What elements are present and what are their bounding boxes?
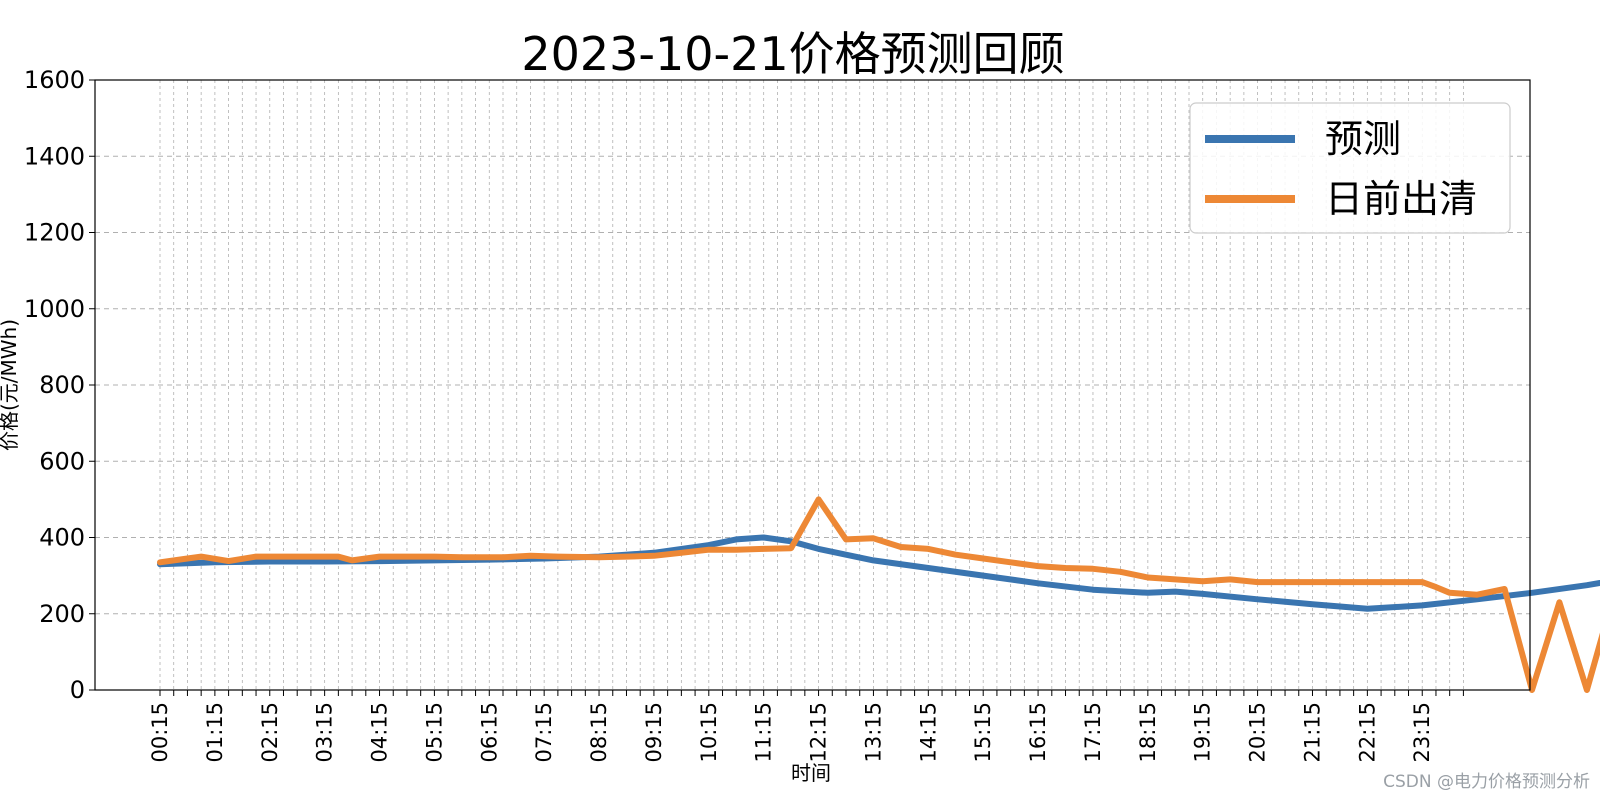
y-axis-label: 价格(元/MWh): [0, 319, 21, 451]
x-tick-label: 19:15: [1191, 702, 1215, 763]
x-tick-label: 10:15: [697, 702, 721, 763]
y-tick-label: 1400: [24, 142, 85, 170]
x-tick-label: 08:15: [587, 702, 611, 763]
x-tick-label: 18:15: [1136, 702, 1160, 763]
x-tick-label: 16:15: [1026, 702, 1050, 763]
y-tick-label: 0: [70, 676, 85, 704]
y-axis-ticks: 0 200 400 600 800 1000 1200 1400 1600: [24, 66, 95, 704]
x-tick-label: 01:15: [203, 702, 227, 763]
y-tick-label: 400: [39, 524, 85, 552]
x-tick-label: 17:15: [1081, 702, 1105, 763]
x-tick-label: 05:15: [422, 702, 446, 763]
x-tick-label: 09:15: [642, 702, 666, 763]
y-tick-label: 200: [39, 600, 85, 628]
x-tick-label: 03:15: [313, 702, 337, 763]
y-tick-label: 1600: [24, 66, 85, 94]
legend-label-dayahead: 日前出清: [1325, 177, 1477, 221]
watermark: CSDN @电力价格预测分析: [1383, 772, 1590, 792]
legend-label-forecast: 预测: [1325, 117, 1401, 161]
x-tick-label: 21:15: [1300, 702, 1324, 763]
x-tick-label: 04:15: [368, 702, 392, 763]
x-tick-label: 23:15: [1410, 702, 1434, 763]
chart-title: 2023-10-21价格预测回顾: [521, 27, 1064, 81]
legend: 预测 日前出清: [1189, 102, 1511, 234]
y-tick-label: 600: [39, 447, 85, 475]
y-tick-label: 800: [39, 371, 85, 399]
series-line-dayahead-clearing: [157, 496, 1600, 693]
x-tick-label: 22:15: [1355, 702, 1379, 763]
series-line-forecast: [157, 534, 1600, 612]
x-tick-label: 13:15: [861, 702, 885, 763]
x-tick-label: 02:15: [258, 702, 282, 763]
x-tick-label: 07:15: [532, 702, 556, 763]
x-tick-label: 00:15: [148, 702, 172, 763]
y-tick-label: 1000: [24, 295, 85, 323]
series-layer: [157, 496, 1600, 693]
x-tick-label: 11:15: [752, 702, 776, 763]
x-axis-ticks: 00:15 01:15 02:15 03:15 04:15 05:15 06:15 07:15…: [148, 690, 1464, 763]
x-tick-label: 14:15: [916, 702, 940, 763]
x-axis-label: 时间: [791, 761, 831, 785]
x-tick-label: 15:15: [971, 702, 995, 763]
x-tick-label: 06:15: [477, 702, 501, 763]
x-tick-label: 20:15: [1246, 702, 1270, 763]
x-tick-label: 12:15: [807, 702, 831, 763]
y-tick-label: 1200: [24, 219, 85, 247]
